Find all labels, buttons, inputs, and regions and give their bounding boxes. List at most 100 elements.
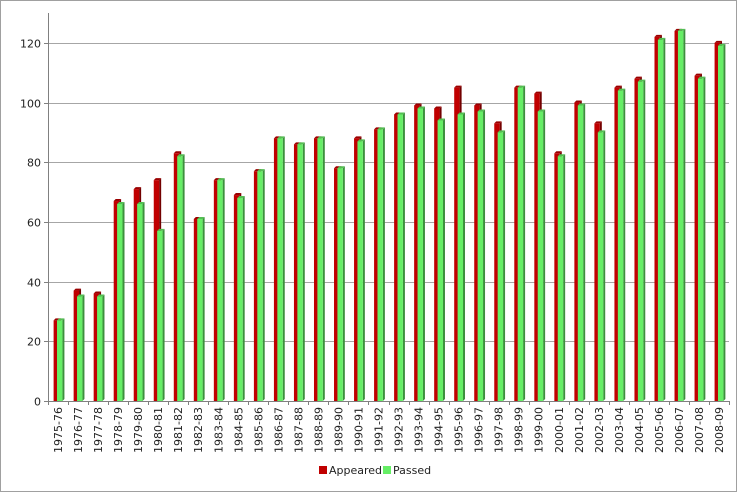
bar-passed-2008-09 (717, 43, 726, 401)
bar-side (242, 196, 245, 401)
x-tick-label: 1997-98 (493, 407, 506, 453)
bar-passed-1989-90 (337, 166, 345, 401)
bar-top (477, 109, 486, 112)
bar-side (82, 294, 85, 401)
bar-side (302, 142, 305, 402)
bar-top (153, 178, 162, 181)
bar-passed-2004-05 (637, 79, 646, 402)
bar-front (117, 204, 123, 401)
y-tick-label: 40 (27, 277, 41, 290)
x-tick-label: 2005-06 (653, 407, 666, 453)
legend-label: Passed (393, 464, 431, 477)
bar-top (554, 151, 562, 154)
legend-item-passed: Passed (383, 464, 431, 477)
bar-top (434, 106, 442, 109)
bar-top (574, 100, 582, 103)
bar-passed-1979-80 (137, 202, 145, 401)
bar-front (517, 87, 524, 401)
bar-front (434, 108, 440, 401)
bar-front (157, 230, 163, 401)
bar-front (637, 81, 644, 402)
x-tick-label: 2000-01 (553, 407, 566, 453)
bar-side (222, 178, 225, 401)
bar-side (262, 169, 265, 401)
bar-front (714, 42, 720, 401)
bar-top (457, 112, 466, 115)
x-tick-label: 2006-07 (673, 407, 686, 453)
bar-side (583, 103, 586, 402)
bar-front (674, 30, 680, 402)
legend: Appeared Passed (319, 464, 431, 477)
bar-front (173, 153, 180, 401)
bar-front (577, 105, 584, 402)
bar-side (442, 118, 445, 401)
bar-top (677, 28, 686, 31)
bar-top (57, 318, 65, 321)
bar-front (317, 138, 323, 401)
bar-top (377, 127, 385, 130)
bar-front (677, 30, 684, 402)
bar-side (362, 139, 365, 402)
bar-front (534, 93, 540, 401)
bar-front (293, 144, 300, 402)
bar-front (557, 156, 564, 401)
bar-top (694, 73, 702, 76)
bar-passed-1997-98 (497, 130, 506, 401)
x-tick-label: 1988-89 (312, 407, 325, 453)
bar-top (113, 199, 122, 202)
x-tick-label: 1993-94 (413, 407, 426, 453)
bar-front (257, 171, 263, 401)
bar-passed-1984-85 (237, 196, 245, 401)
bar-top (517, 85, 526, 88)
bar-passed-1977-78 (97, 294, 105, 401)
bar-side (663, 37, 666, 401)
legend-swatch (383, 466, 391, 474)
x-tick-label: 1987-88 (292, 407, 305, 453)
bar-top (717, 43, 726, 46)
bar-front (217, 180, 223, 401)
bar-top (77, 294, 85, 297)
bar-front (137, 204, 143, 401)
bar-passed-1987-88 (297, 142, 305, 402)
bar-side (122, 202, 125, 401)
bar-front (53, 320, 60, 401)
bar-front (57, 320, 63, 401)
x-tick-label: 1996-97 (473, 407, 486, 453)
bar-top (634, 76, 642, 79)
bar-front (357, 141, 363, 402)
bar-top (157, 228, 165, 231)
bar-top (397, 112, 405, 115)
bar-passed-1986-87 (277, 136, 285, 401)
bar-top (454, 85, 462, 88)
x-tick-label: 2004-05 (633, 407, 646, 453)
bar-front (537, 111, 544, 401)
axes (48, 13, 729, 402)
bar-passed-2005-06 (657, 37, 666, 401)
bar-top (594, 121, 602, 124)
bar-passed-1988-89 (317, 136, 325, 401)
bar-passed-2006-07 (677, 28, 686, 402)
bar-top (497, 130, 506, 133)
bar-passed-1975-76 (57, 318, 65, 401)
bar-passed-1999-00 (537, 109, 546, 401)
bar-top (494, 121, 502, 124)
bar-front (197, 218, 203, 401)
bar-front (634, 78, 640, 402)
bar-top (173, 151, 182, 154)
bar-top (437, 118, 445, 121)
bar-top (337, 166, 345, 169)
x-axis-ticks: 1975-76 1976-77 1977-78 1978-79 1979-80 1980-… (48, 401, 730, 453)
bar-side (322, 136, 325, 401)
y-axis-ticks: 0 20 40 60 80 100 120 (20, 38, 48, 409)
bar-top (657, 37, 666, 40)
bar-front (133, 189, 140, 401)
bar-passed-1990-91 (357, 139, 365, 402)
bar-top (617, 88, 626, 91)
legend-swatch (319, 466, 327, 474)
x-tick-label: 1986-87 (272, 407, 285, 453)
bar-top (654, 34, 662, 37)
bar-front (474, 105, 480, 402)
bar-front (657, 39, 664, 401)
bar-side (643, 79, 646, 402)
x-tick-label: 2008-09 (713, 407, 726, 453)
